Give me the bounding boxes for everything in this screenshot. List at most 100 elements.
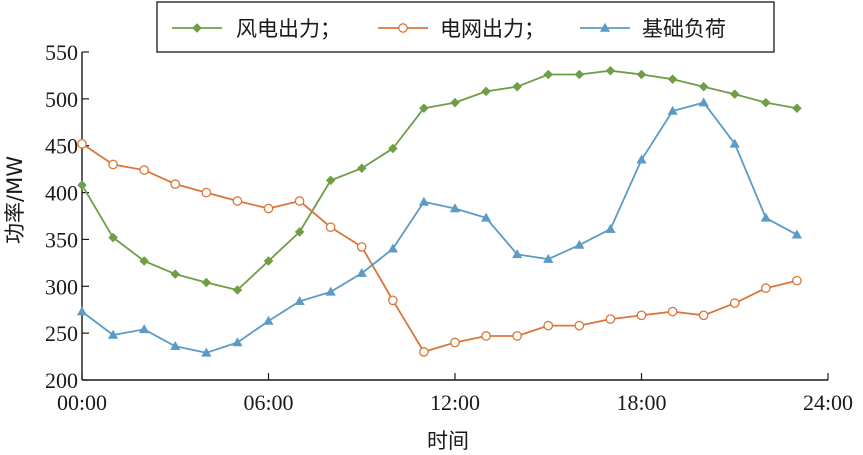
data-point: [201, 347, 212, 357]
data-point: [232, 337, 243, 347]
data-point: [574, 239, 585, 249]
data-point: [480, 212, 492, 222]
data-point: [294, 296, 305, 306]
data-point: [698, 97, 709, 107]
data-point: [761, 97, 771, 108]
legend-marker: [192, 23, 202, 33]
data-point: [294, 196, 305, 206]
data-point: [77, 138, 87, 149]
x-tick-label: 12:00: [430, 390, 480, 415]
data-point: [605, 223, 616, 233]
y-tick-label: 300: [45, 274, 78, 299]
data-point: [792, 275, 802, 286]
data-point: [263, 203, 274, 214]
data-point: [419, 103, 429, 113]
x-tick-label: 06:00: [243, 390, 293, 415]
data-point: [107, 329, 119, 339]
data-point: [139, 256, 149, 266]
legend: 风电出力； 电网出力； 基础负荷: [156, 1, 775, 53]
data-point: [232, 285, 243, 295]
data-point: [356, 242, 367, 252]
y-tick-label: 350: [45, 227, 78, 252]
data-point: [387, 295, 398, 306]
data-point: [449, 203, 461, 213]
data-point: [667, 74, 678, 84]
data-point: [574, 320, 585, 331]
data-point: [170, 341, 181, 351]
data-point: [108, 232, 118, 243]
data-point: [450, 97, 460, 108]
legend-item-grid-power: 电网出力；: [378, 17, 545, 41]
data-point: [543, 320, 554, 331]
x-tick-label: 00:00: [57, 390, 107, 415]
data-point: [481, 86, 491, 97]
data-point: [387, 243, 398, 253]
x-tick-label: 24:00: [803, 390, 853, 415]
data-point: [636, 154, 647, 164]
data-point: [574, 69, 585, 80]
y-tick-label: 400: [45, 181, 78, 206]
legend-label: 基础负荷: [642, 17, 726, 41]
data-point: [356, 163, 367, 173]
data-point: [325, 222, 336, 233]
data-point: [636, 310, 647, 321]
x-tick-label: 18:00: [616, 390, 666, 415]
data-point: [512, 249, 523, 259]
data-point: [605, 314, 616, 324]
legend-marker: [398, 23, 408, 33]
data-point: [543, 253, 554, 263]
data-point: [791, 229, 803, 239]
data-point: [294, 227, 305, 237]
y-tick-label: 550: [45, 40, 78, 65]
data-point: [760, 212, 771, 222]
data-point: [76, 306, 88, 316]
data-point: [356, 267, 367, 277]
data-point: [263, 256, 274, 266]
data-point: [201, 187, 212, 198]
y-tick-label: 500: [45, 87, 78, 112]
legend-item-wind-power: 风电出力；: [172, 17, 341, 41]
data-point: [760, 283, 771, 294]
data-point: [450, 337, 460, 348]
data-point: [512, 81, 522, 92]
data-point: [729, 298, 740, 309]
x-axis-title: 时间: [427, 429, 469, 453]
data-point: [729, 89, 740, 99]
series-line-base-load: [81, 101, 798, 354]
data-point: [729, 138, 740, 148]
y-tick-label: 250: [45, 321, 78, 346]
data-point: [108, 159, 118, 170]
data-point: [388, 143, 398, 154]
y-tick-label: 200: [45, 368, 78, 393]
data-point: [263, 315, 274, 325]
data-point: [698, 310, 709, 321]
data-point: [139, 165, 150, 175]
data-point: [232, 196, 243, 206]
series-base-load: [76, 97, 803, 357]
series-layer: [76, 65, 803, 357]
data-point: [325, 175, 336, 186]
axes: 200 250 300 350 400 450 500 550 00:00 06:00 12:00 1…: [45, 40, 853, 415]
legend-marker: [599, 22, 611, 32]
legend-item-base-load: 基础负荷: [580, 17, 726, 41]
data-point: [418, 196, 430, 206]
data-point: [170, 179, 181, 189]
legend-label: 风电出力；: [236, 17, 341, 41]
data-point: [481, 331, 491, 341]
data-point: [419, 347, 429, 357]
series-wind-power: [77, 65, 802, 295]
legend-label: 电网出力；: [440, 17, 545, 41]
data-point: [77, 180, 87, 190]
data-point: [605, 65, 616, 76]
data-point: [792, 103, 802, 113]
data-point: [325, 286, 336, 296]
series-line-wind-power: [81, 69, 798, 291]
data-point: [543, 69, 554, 80]
data-point: [170, 269, 181, 279]
series-grid-power: [77, 138, 802, 357]
data-point: [201, 277, 212, 288]
data-point: [139, 324, 150, 334]
data-point: [667, 105, 678, 115]
